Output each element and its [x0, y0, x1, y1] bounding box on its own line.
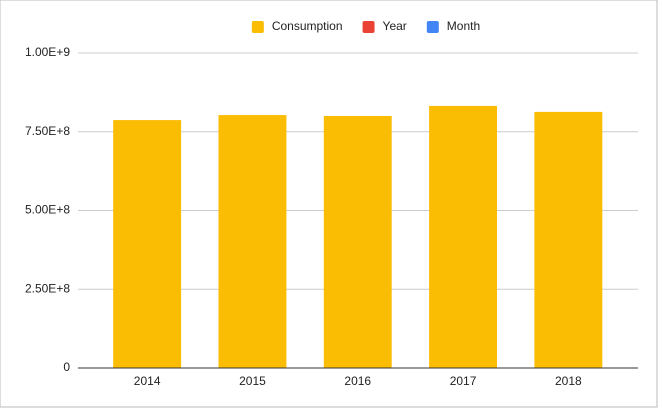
bar — [218, 115, 287, 369]
legend-swatch — [251, 21, 264, 33]
x-tick-label: 2018 — [555, 374, 582, 388]
bar — [429, 105, 498, 369]
legend-label: Year — [383, 19, 407, 33]
x-tick-label: 2016 — [344, 374, 371, 388]
y-tick-label: 0 — [63, 360, 70, 374]
legend-swatch — [426, 21, 439, 33]
y-tick-label: 5.00E+8 — [25, 203, 70, 217]
bar — [113, 120, 182, 368]
x-tick-label: 2014 — [134, 374, 161, 388]
y-tick-label: 1.00E+9 — [25, 45, 70, 59]
bar — [534, 111, 603, 368]
y-tick-label: 7.50E+8 — [25, 124, 70, 138]
legend-label: Consumption — [272, 19, 343, 33]
y-tick-label: 2.50E+8 — [25, 281, 70, 295]
bar — [323, 116, 392, 368]
legend-swatch — [362, 21, 375, 33]
x-tick-label: 2015 — [239, 374, 266, 388]
x-tick-label: 2017 — [450, 374, 477, 388]
legend-label: Month — [447, 19, 480, 33]
